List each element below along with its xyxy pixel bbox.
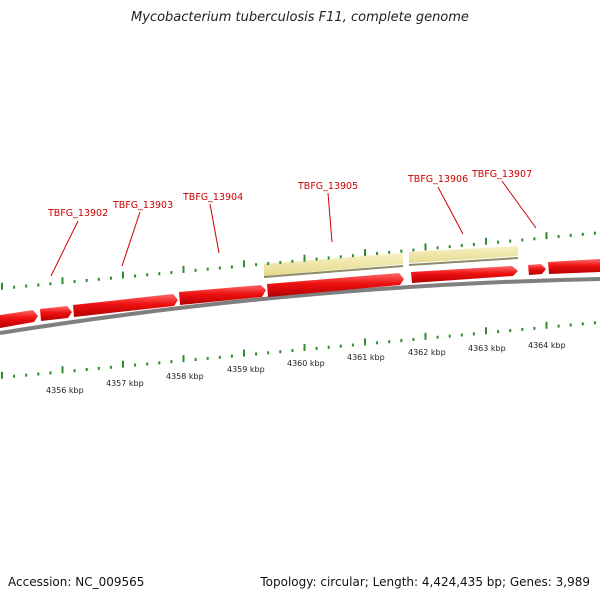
feature-highlight-1-underline	[263, 265, 404, 278]
kbp-label: 4363 kbp	[468, 344, 506, 353]
label-connector-line	[121, 211, 141, 267]
gene-arrow[interactable]	[411, 266, 518, 283]
gene-label-connectors	[50, 180, 537, 277]
feature-highlight-2[interactable]	[409, 246, 518, 263]
gene-label[interactable]: TBFG_13906	[407, 174, 468, 185]
genome-title: Mycobacterium tuberculosis F11, complete…	[131, 10, 469, 25]
gene-arrow[interactable]	[548, 259, 600, 274]
gene-arrow[interactable]	[267, 273, 404, 297]
accession-text: Accession: NC_009565	[8, 575, 145, 589]
feature-highlight-2-underline	[408, 257, 519, 266]
kbp-label: 4359 kbp	[227, 365, 265, 374]
gene-track	[0, 259, 600, 328]
gene-label[interactable]: TBFG_13903	[112, 200, 173, 211]
label-connector-line	[501, 180, 537, 229]
feature-highlight-1[interactable]	[264, 253, 403, 276]
gene-arrow[interactable]	[179, 285, 266, 305]
label-connector-line	[209, 203, 220, 254]
outer-tick-ring	[1, 231, 596, 290]
gene-label[interactable]: TBFG_13907	[471, 169, 532, 180]
label-connector-line	[437, 186, 464, 235]
genome-summary-text: Topology: circular; Length: 4,424,435 bp…	[260, 575, 590, 589]
kbp-label: 4360 kbp	[287, 359, 325, 368]
gene-arrow[interactable]	[528, 264, 546, 275]
gene-arrow[interactable]	[73, 294, 178, 317]
gene-label[interactable]: TBFG_13902	[47, 208, 108, 219]
gene-arrow[interactable]	[40, 306, 72, 321]
kbp-label: 4357 kbp	[106, 379, 144, 388]
inner-tick-ring	[1, 321, 596, 379]
kbp-label: 4362 kbp	[408, 348, 446, 357]
gene-label[interactable]: TBFG_13905	[297, 181, 358, 192]
label-connector-line	[327, 192, 333, 243]
kbp-label: 4358 kbp	[166, 372, 204, 381]
kbp-label: 4364 kbp	[528, 341, 566, 350]
gene-arrow[interactable]	[0, 310, 38, 328]
gene-label[interactable]: TBFG_13904	[182, 192, 243, 203]
kbp-label: 4361 kbp	[347, 353, 385, 362]
label-connector-line	[50, 220, 79, 277]
genome-backbone	[0, 277, 600, 335]
kbp-label: 4356 kbp	[46, 386, 84, 395]
